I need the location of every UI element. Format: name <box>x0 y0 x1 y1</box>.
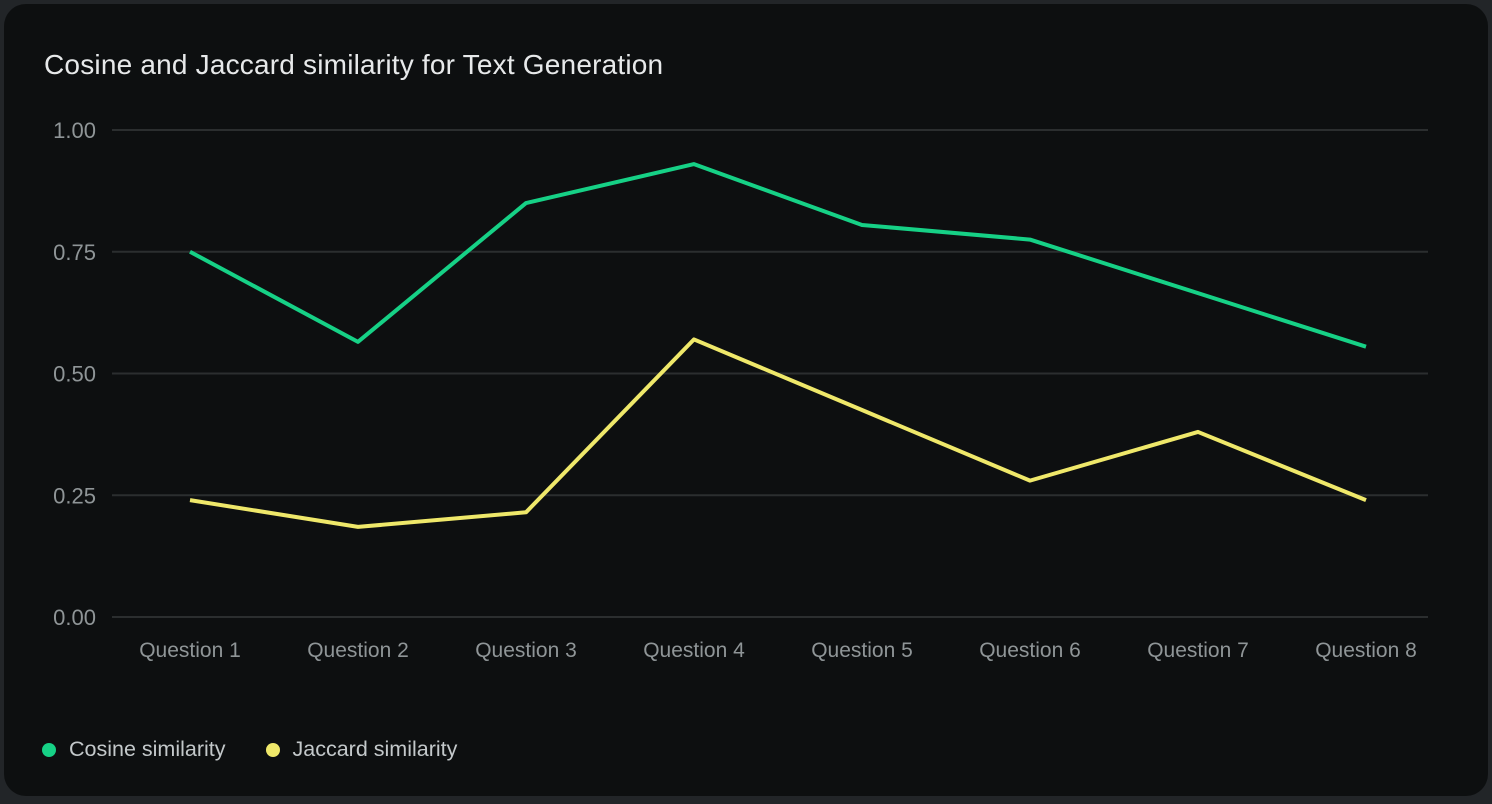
legend-label-cosine: Cosine similarity <box>69 737 226 761</box>
legend-label-jaccard: Jaccard similarity <box>292 737 458 761</box>
x-axis-tick-label: Question 5 <box>811 639 913 662</box>
x-axis-tick-label: Question 8 <box>1315 639 1417 662</box>
cosine-series-marker-icon <box>42 742 56 757</box>
chart-title: Cosine and Jaccard similarity for Text G… <box>44 49 664 80</box>
line-chart-plot-area: 0.00 0.25 0.50 0.75 1.00 Question 1 Question 2… <box>53 118 1428 662</box>
legend-item-cosine-similarity[interactable]: Cosine similarity <box>42 737 226 762</box>
x-axis-tick-label: Question 6 <box>979 639 1081 662</box>
x-axis-tick-label: Question 4 <box>643 639 745 662</box>
series-line-jaccard-similarity <box>189 337 1367 529</box>
x-axis-tick-label: Question 7 <box>1147 639 1249 662</box>
x-axis-tick-label: Question 2 <box>307 639 409 662</box>
jaccard-series-marker-icon <box>265 742 280 757</box>
y-axis-tick-label: 0.25 <box>53 483 96 508</box>
chart-legend: Cosine similarity Jaccard similarity <box>42 737 457 762</box>
y-axis-tick-label: 0.00 <box>53 605 96 630</box>
series-line-cosine-similarity <box>189 162 1367 349</box>
y-axis-tick-label: 0.75 <box>53 240 96 265</box>
x-axis-tick-label: Question 3 <box>475 639 577 662</box>
x-axis-tick-label: Question 1 <box>139 639 241 662</box>
y-axis-tick-label: 1.00 <box>53 118 96 143</box>
y-axis-tick-label: 0.50 <box>53 362 96 387</box>
legend-item-jaccard-similarity[interactable]: Jaccard similarity <box>265 737 458 762</box>
chart-card: Cosine and Jaccard similarity for Text G… <box>4 4 1488 796</box>
